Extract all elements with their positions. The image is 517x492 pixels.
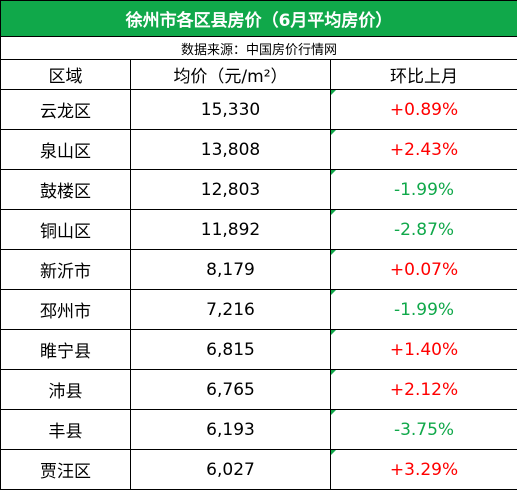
price: 15,330 [130,89,331,130]
data-row: 邳州市 7,216 -1.99% [0,289,517,330]
price: 6,815 [130,329,331,370]
price: 7,216 [130,289,331,330]
price: 8,179 [130,249,331,290]
source-row: 数据来源：中国房价行情网 [0,36,517,60]
cell-marker [331,170,336,175]
region: 云龙区 [0,89,131,130]
region: 邳州市 [0,289,131,330]
change: +1.40% [329,329,517,370]
data-row: 沛县 6,765 +2.12% [0,369,517,410]
cell-marker [331,450,336,455]
header-row: 区域 均价（元/m²） 环比上月 [0,59,517,90]
cell-marker [331,250,336,255]
change: +3.29% [329,449,517,490]
region: 贾汪区 [0,449,131,490]
change: +0.89% [329,89,517,130]
column-header: 区域 [0,59,131,90]
region: 睢宁县 [0,329,131,370]
change: +2.12% [329,369,517,410]
price: 13,808 [130,129,331,170]
price: 6,027 [130,449,331,490]
region: 沛县 [0,369,131,410]
cell-marker [331,90,336,95]
cell-marker [331,410,336,415]
column-header: 均价（元/m²） [130,59,331,90]
source: 数据来源：中国房价行情网 [0,36,517,60]
region: 鼓楼区 [0,169,131,210]
title: 徐州市各区县房价（6月平均房价） [0,0,517,37]
change: -2.87% [329,209,517,250]
change: +0.07% [329,249,517,290]
data-row: 泉山区 13,808 +2.43% [0,129,517,170]
price: 12,803 [130,169,331,210]
data-row: 睢宁县 6,815 +1.40% [0,329,517,370]
change: -3.75% [329,409,517,450]
change: -1.99% [329,169,517,210]
data-row: 鼓楼区 12,803 -1.99% [0,169,517,210]
price: 6,765 [130,369,331,410]
cell-marker [331,370,336,375]
title-row: 徐州市各区县房价（6月平均房价） [0,0,517,37]
region: 丰县 [0,409,131,450]
data-row: 新沂市 8,179 +0.07% [0,249,517,290]
data-row: 云龙区 15,330 +0.89% [0,89,517,130]
cell-marker [331,290,336,295]
data-row: 铜山区 11,892 -2.87% [0,209,517,250]
change: +2.43% [329,129,517,170]
cell-marker [331,210,336,215]
region: 铜山区 [0,209,131,250]
price: 11,892 [130,209,331,250]
data-row: 贾汪区 6,027 +3.29% [0,449,517,490]
region: 新沂市 [0,249,131,290]
change: -1.99% [329,289,517,330]
column-header: 环比上月 [329,59,517,90]
cell-marker [331,330,336,335]
region: 泉山区 [0,129,131,170]
data-row: 丰县 6,193 -3.75% [0,409,517,450]
price: 6,193 [130,409,331,450]
cell-marker [331,130,336,135]
